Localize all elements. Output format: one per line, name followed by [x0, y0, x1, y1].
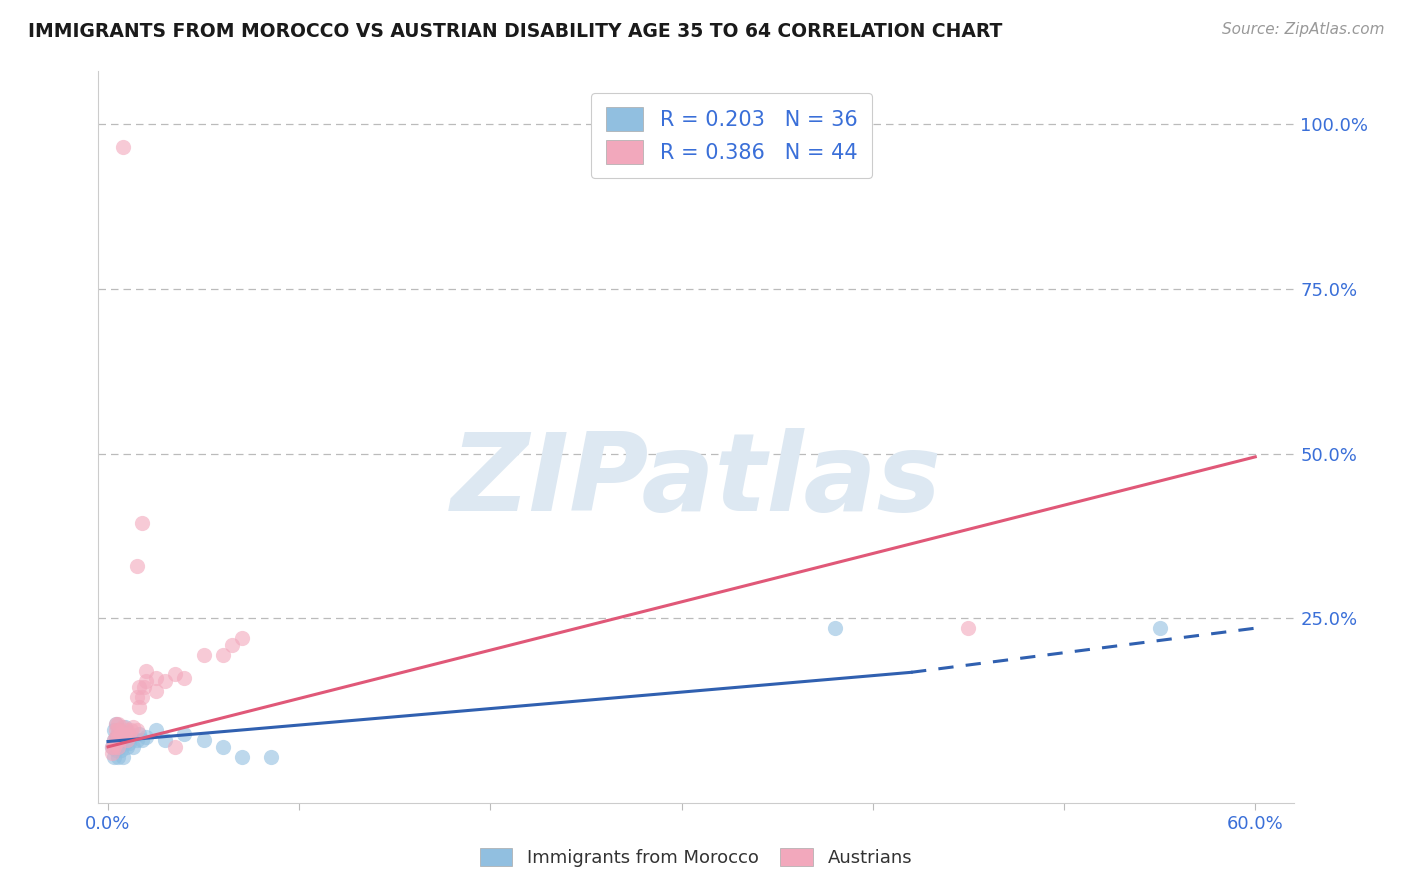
Point — [118, 737, 141, 751]
Point — [107, 716, 129, 731]
Point — [104, 716, 127, 731]
Point — [121, 720, 143, 734]
Legend: Immigrants from Morocco, Austrians: Immigrants from Morocco, Austrians — [470, 837, 922, 878]
Point — [110, 733, 132, 747]
Point — [114, 720, 136, 734]
Point — [120, 730, 142, 744]
Point — [107, 730, 129, 744]
Point — [173, 726, 195, 740]
Point — [107, 739, 129, 754]
Point — [231, 631, 253, 645]
Point — [125, 733, 148, 747]
Point — [824, 621, 846, 635]
Point — [193, 733, 215, 747]
Point — [104, 737, 127, 751]
Point — [221, 638, 243, 652]
Point — [101, 739, 124, 754]
Point — [145, 723, 167, 738]
Point — [115, 723, 138, 738]
Point — [128, 726, 150, 740]
Point — [107, 723, 129, 738]
Point — [108, 723, 131, 738]
Point — [112, 720, 135, 734]
Point — [108, 739, 131, 754]
Point — [120, 723, 142, 738]
Point — [125, 723, 148, 738]
Point — [114, 737, 136, 751]
Point — [118, 726, 141, 740]
Point — [103, 733, 125, 747]
Point — [112, 749, 135, 764]
Point — [131, 733, 153, 747]
Text: Source: ZipAtlas.com: Source: ZipAtlas.com — [1222, 22, 1385, 37]
Point — [104, 716, 127, 731]
Point — [1149, 621, 1171, 635]
Point — [134, 681, 156, 695]
Point — [104, 730, 127, 744]
Point — [115, 726, 138, 740]
Point — [112, 733, 135, 747]
Point — [110, 726, 132, 740]
Point — [131, 516, 153, 530]
Point — [103, 749, 125, 764]
Point — [163, 739, 186, 754]
Point — [107, 726, 129, 740]
Point — [135, 673, 157, 688]
Point — [103, 733, 125, 747]
Point — [145, 683, 167, 698]
Point — [104, 730, 127, 744]
Point — [112, 730, 135, 744]
Point — [128, 681, 150, 695]
Point — [211, 739, 233, 754]
Point — [101, 739, 124, 754]
Point — [193, 648, 215, 662]
Point — [107, 737, 129, 751]
Point — [135, 730, 157, 744]
Point — [104, 743, 127, 757]
Point — [115, 739, 138, 754]
Point — [112, 140, 135, 154]
Point — [145, 671, 167, 685]
Point — [103, 723, 125, 738]
Point — [173, 671, 195, 685]
Point — [163, 667, 186, 681]
Point — [125, 690, 148, 705]
Text: IMMIGRANTS FROM MOROCCO VS AUSTRIAN DISABILITY AGE 35 TO 64 CORRELATION CHART: IMMIGRANTS FROM MOROCCO VS AUSTRIAN DISA… — [28, 22, 1002, 41]
Point — [104, 723, 127, 738]
Point — [259, 749, 281, 764]
Point — [114, 726, 136, 740]
Point — [115, 733, 138, 747]
Point — [103, 739, 125, 754]
Point — [131, 690, 153, 705]
Point — [155, 733, 177, 747]
Point — [211, 648, 233, 662]
Point — [107, 749, 129, 764]
Point — [125, 558, 148, 573]
Point — [155, 673, 177, 688]
Point — [108, 733, 131, 747]
Text: ZIPatlas: ZIPatlas — [450, 428, 942, 534]
Point — [957, 621, 980, 635]
Point — [121, 739, 143, 754]
Point — [128, 700, 150, 714]
Point — [231, 749, 253, 764]
Point — [135, 664, 157, 678]
Point — [110, 743, 132, 757]
Point — [101, 747, 124, 761]
